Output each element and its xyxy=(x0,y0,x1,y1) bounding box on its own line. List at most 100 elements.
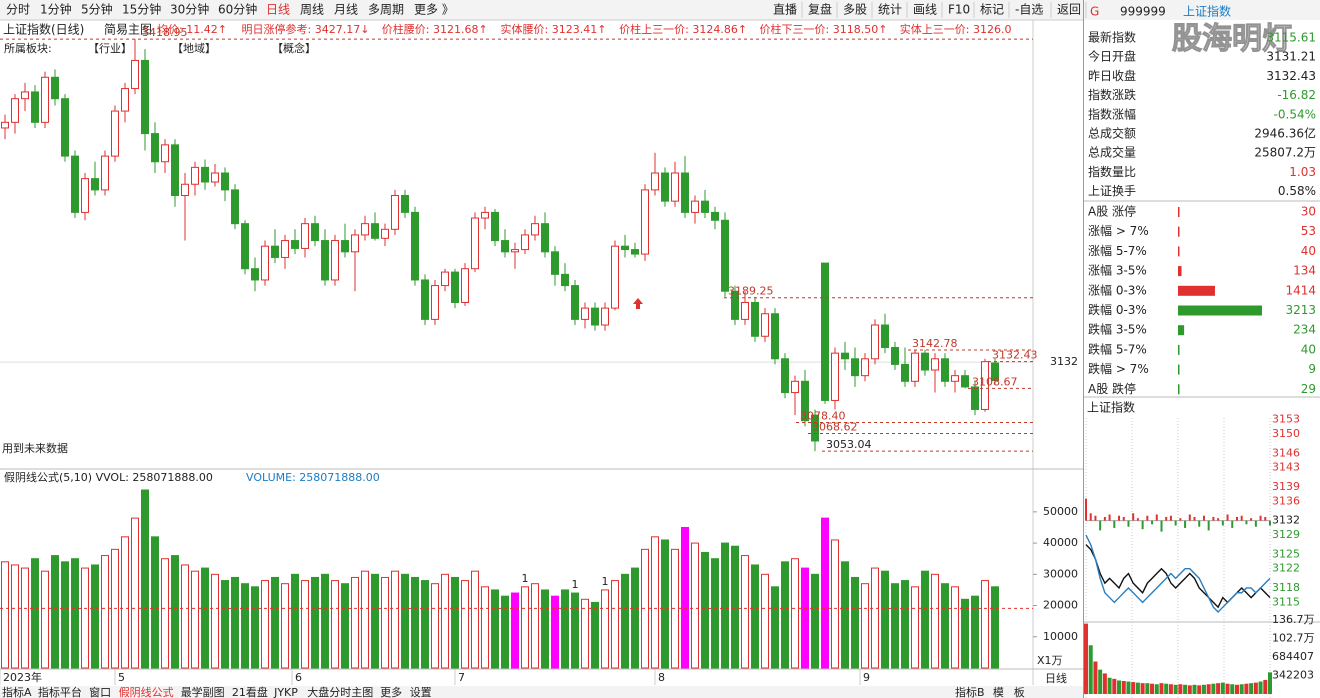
y-tick-label: 3125 xyxy=(1272,547,1300,560)
bottom-tab[interactable]: 指标平台 xyxy=(38,685,82,698)
toolbar-tab[interactable]: 60分钟 xyxy=(218,2,257,17)
bottom-tab[interactable]: 更多 xyxy=(380,685,402,698)
volume-bar xyxy=(131,517,139,669)
toolbar-tab[interactable]: 日线 xyxy=(266,3,290,17)
toolbar-button[interactable]: 复盘 xyxy=(808,2,832,17)
candle-body xyxy=(101,155,109,191)
breadth-label: A股 跌停 xyxy=(1088,381,1136,396)
volume-bar xyxy=(961,598,969,669)
volume-bar xyxy=(471,570,479,669)
note: 用到未来数据 xyxy=(2,441,68,455)
toolbar-tab[interactable]: 5分钟 xyxy=(81,2,113,17)
stat-label: 今日开盘 xyxy=(1088,49,1136,64)
breadth-bar xyxy=(1178,285,1215,296)
candle-body xyxy=(631,249,639,255)
volume-bar xyxy=(231,576,239,669)
volume-bar xyxy=(61,561,69,669)
candle-body xyxy=(601,307,609,326)
volume-bar xyxy=(921,570,929,669)
bottom-tab[interactable]: 板 xyxy=(1014,685,1025,698)
header-item: 价柱腰价: 3121.68↑ xyxy=(382,22,488,36)
toolbar-button[interactable]: -自选 xyxy=(1015,3,1043,17)
toolbar-button[interactable]: 返回 xyxy=(1057,3,1081,17)
candle-body xyxy=(341,240,349,253)
volume-bar xyxy=(661,539,669,669)
bottom-tab[interactable]: 21看盘 xyxy=(232,685,268,698)
stat-value: 3115.61 xyxy=(1266,31,1316,45)
toolbar-tab[interactable]: 多周期 xyxy=(368,3,404,17)
header-item: 均价: 11.42↑ xyxy=(157,23,227,36)
candle-body xyxy=(221,172,229,191)
candle-body xyxy=(671,172,679,202)
bottom-tab[interactable]: 指标A xyxy=(2,685,32,698)
candle-body xyxy=(321,240,329,281)
bottom-tab[interactable]: 指标B xyxy=(955,685,985,698)
breadth-label: 跌幅 > 7% xyxy=(1088,361,1149,376)
y-tick-label: 3122 xyxy=(1272,562,1300,575)
volume-bar xyxy=(931,573,939,669)
bottom-tab[interactable]: 最学副图 xyxy=(181,685,225,698)
candle-body xyxy=(911,352,919,382)
bottom-tab[interactable]: 假阴线公式 xyxy=(119,685,174,698)
toolbar-button[interactable]: 直播 xyxy=(773,3,797,17)
breadth-label: 涨幅 0-3% xyxy=(1088,282,1147,297)
candle-body xyxy=(511,249,519,253)
candle-body xyxy=(21,91,29,100)
volume-unit: X1万 xyxy=(1037,654,1063,667)
toolbar-button[interactable]: F10 xyxy=(948,3,970,17)
toolbar-tab[interactable]: 1分钟 xyxy=(40,2,72,17)
toolbar-button[interactable]: 标记 xyxy=(980,3,1004,17)
bottom-tab[interactable]: 模 xyxy=(993,686,1004,698)
breadth-bar xyxy=(1178,266,1182,277)
candle-body xyxy=(541,223,549,253)
toolbar-tab[interactable]: 15分钟 xyxy=(122,2,161,17)
candle-body xyxy=(251,268,259,281)
candle-body xyxy=(901,363,909,382)
toolbar-tab[interactable]: 月线 xyxy=(334,3,358,17)
volume-bar xyxy=(631,567,639,669)
candle-body xyxy=(51,76,59,100)
candle-body xyxy=(261,245,269,281)
x-tick-label: 9 xyxy=(863,671,870,684)
breadth-bar xyxy=(1178,246,1180,257)
toolbar-tab[interactable]: 周线 xyxy=(300,3,324,17)
toolbar-button[interactable]: 统计 xyxy=(878,3,902,17)
volume-bar xyxy=(611,580,619,669)
candle-body xyxy=(701,200,709,213)
volume-bar xyxy=(701,551,709,669)
toolbar-tab[interactable]: 30分钟 xyxy=(170,2,209,17)
candle-body xyxy=(471,217,479,270)
stat-value: 25807.2万 xyxy=(1254,146,1316,160)
stat-value: 0.58% xyxy=(1278,184,1316,198)
breadth-label: 跌幅 0-3% xyxy=(1088,302,1147,317)
y-tick-label: 3150 xyxy=(1272,427,1300,440)
volume-bar xyxy=(431,583,439,669)
toolbar-button[interactable]: 多股 xyxy=(843,3,867,17)
volume-bar xyxy=(971,595,979,669)
candle-body xyxy=(941,358,949,382)
breadth-value: 29 xyxy=(1301,382,1316,396)
candle-body xyxy=(151,133,159,163)
signal-arrow xyxy=(633,298,643,309)
intraday-volume-bar xyxy=(1230,684,1235,694)
candle-body xyxy=(411,211,419,281)
breadth-value: 1414 xyxy=(1285,283,1316,297)
candle-body xyxy=(231,189,239,225)
candle-body xyxy=(281,240,289,258)
volume-bar xyxy=(741,555,749,669)
bottom-tab[interactable]: 窗口 xyxy=(89,685,111,698)
candle-body xyxy=(711,211,719,221)
x-tick-label: 8 xyxy=(658,671,665,684)
bottom-tab[interactable]: JYKP xyxy=(273,686,298,698)
toolbar-tab[interactable]: 分时 xyxy=(6,3,30,17)
volume-bar xyxy=(691,542,699,669)
quote-flag: G xyxy=(1090,5,1099,19)
toolbar-button[interactable]: 画线 xyxy=(913,3,937,17)
toolbar-tab[interactable]: 更多 》 xyxy=(414,3,454,17)
intraday-volume-bar xyxy=(1135,682,1140,694)
bottom-tab[interactable]: 大盘分时主图 xyxy=(307,685,373,698)
breadth-value: 40 xyxy=(1301,244,1316,258)
bottom-tab[interactable]: 设置 xyxy=(410,686,432,698)
volume-mark: 1 xyxy=(572,578,579,591)
